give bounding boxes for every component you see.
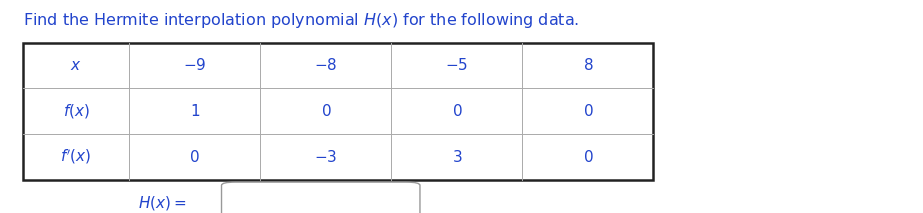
- Text: $f(x)$: $f(x)$: [63, 102, 90, 120]
- Text: $0$: $0$: [451, 103, 462, 119]
- Text: $0$: $0$: [189, 149, 200, 165]
- Text: $3$: $3$: [451, 149, 462, 165]
- Text: $-9$: $-9$: [183, 58, 207, 73]
- Text: $-8$: $-8$: [314, 58, 338, 73]
- Text: $x$: $x$: [70, 58, 82, 73]
- Text: $-3$: $-3$: [314, 149, 338, 165]
- Text: $f'(x)$: $f'(x)$: [60, 148, 92, 166]
- Text: $0$: $0$: [582, 149, 593, 165]
- Text: Find the Hermite interpolation polynomial $H(x)$ for the following data.: Find the Hermite interpolation polynomia…: [23, 11, 580, 30]
- FancyBboxPatch shape: [222, 182, 420, 213]
- Text: $1$: $1$: [189, 103, 200, 119]
- Text: $0$: $0$: [582, 103, 593, 119]
- Text: $8$: $8$: [582, 58, 593, 73]
- Bar: [23, 43, 653, 180]
- Text: $H(x) =$: $H(x) =$: [138, 194, 187, 212]
- Text: $-5$: $-5$: [445, 58, 469, 73]
- Text: $0$: $0$: [320, 103, 331, 119]
